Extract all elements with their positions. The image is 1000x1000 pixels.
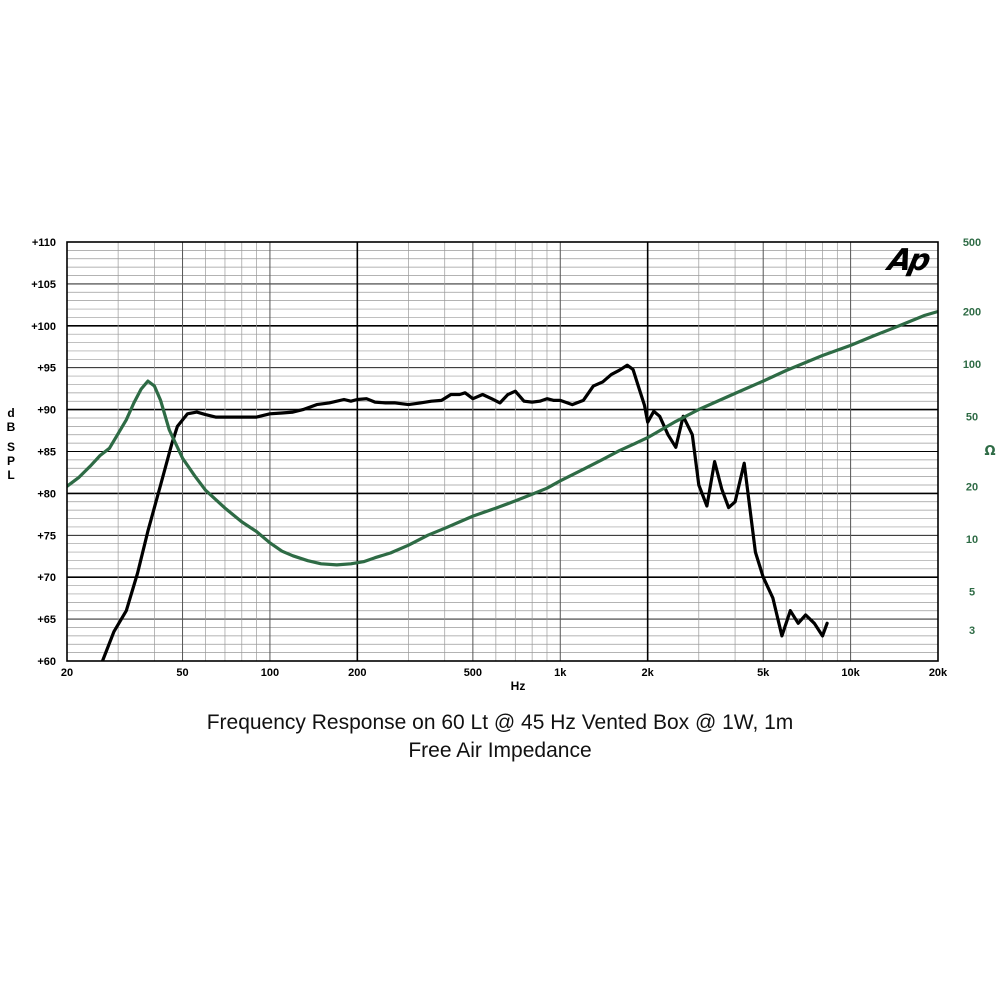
y-axis-label-right: Ω — [984, 444, 995, 459]
x-tick-label: 200 — [348, 667, 366, 679]
x-tick-label: 50 — [176, 667, 188, 679]
y-right-tick-label: 20 — [966, 481, 978, 493]
y-right-tick-label: 100 — [963, 359, 981, 371]
x-tick-label: 2k — [642, 667, 655, 679]
y-left-tick-label: +85 — [37, 447, 56, 459]
x-tick-label: 20 — [61, 667, 73, 679]
spl-curve — [100, 363, 829, 661]
y-right-tick-label: 50 — [966, 412, 978, 424]
series — [67, 309, 938, 661]
y-left-axis-label-char: S — [7, 440, 15, 454]
y-left-tick-label: +75 — [37, 530, 56, 542]
chart-subtitle: Free Air Impedance — [408, 739, 592, 762]
y-right-tick-label: 200 — [963, 307, 981, 319]
x-tick-label: 5k — [757, 667, 770, 679]
y-right-tick-label: 3 — [969, 625, 975, 637]
y-left-tick-label: +95 — [37, 363, 56, 375]
y-right-tick-label: 5 — [969, 586, 975, 598]
y-left-tick-label: +90 — [37, 405, 56, 417]
y-left-tick-label: +65 — [37, 614, 56, 626]
x-tick-label: 1k — [554, 667, 567, 679]
plot-frame — [66, 241, 939, 662]
x-axis-label: Hz — [511, 679, 526, 693]
y-left-axis-label-char: B — [7, 420, 16, 434]
y-left-tick-label: +110 — [32, 237, 56, 249]
chart-title: Frequency Response on 60 Lt @ 45 Hz Vent… — [206, 711, 794, 734]
y-left-axis-label-char: L — [7, 468, 14, 482]
tick-labels: +60 +65 +70 +75 +80 +85 +90 +95 +100 +105 +110 3 5 10… — [7, 237, 982, 679]
y-right-tick-label: 10 — [966, 534, 978, 546]
grid — [67, 242, 938, 661]
y-left-axis-label-char: P — [7, 454, 15, 468]
x-tick-label: 10k — [841, 667, 860, 679]
x-tick-label: 500 — [464, 667, 482, 679]
impedance-curve — [67, 309, 938, 567]
y-left-tick-label: +105 — [31, 279, 56, 291]
y-left-tick-label: +60 — [37, 656, 56, 668]
x-tick-label: 100 — [261, 667, 279, 679]
plot-border — [66, 241, 939, 662]
y-left-tick-label: +80 — [37, 488, 56, 500]
y-left-tick-label: +70 — [37, 572, 56, 584]
y-right-tick-label: 500 — [963, 237, 981, 249]
y-left-axis-label-char: d — [7, 406, 14, 420]
ap-logo: Ap — [883, 243, 933, 278]
ap-logo-text: Ap — [883, 243, 933, 278]
y-left-tick-label: +100 — [31, 321, 56, 333]
x-tick-label: 20k — [929, 667, 948, 679]
